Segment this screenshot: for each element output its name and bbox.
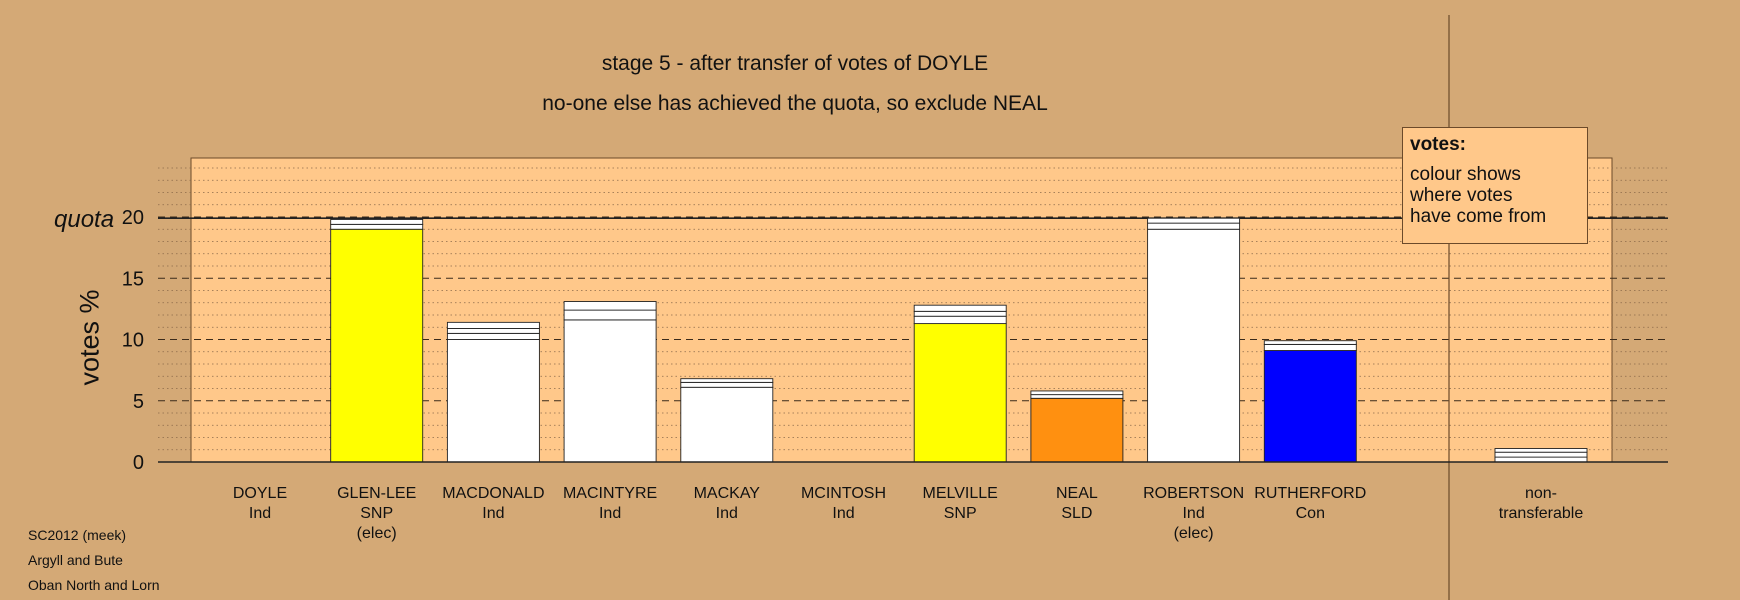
candidate-label-line: NEAL — [1055, 485, 1098, 502]
candidate-label-line: Con — [1295, 505, 1325, 522]
candidate-label-line: (elec) — [356, 525, 397, 542]
candidate-label: GLEN-LEE SNP (elec) — [317, 484, 437, 544]
candidate-label: MELVILLE SNP — [900, 484, 1020, 524]
legend-line: where votes — [1410, 185, 1513, 206]
footer-council: Argyll and Bute — [28, 552, 123, 568]
bar-segment — [330, 218, 424, 225]
chart-title: stage 5 - after transfer of votes of DOY… — [601, 52, 989, 75]
bar-segment — [563, 309, 657, 321]
y-tick-label: 15 — [122, 268, 144, 290]
bar-segment — [446, 332, 540, 340]
candidate-label-line: SNP — [360, 505, 394, 522]
candidate-label-line: SLD — [1061, 505, 1093, 522]
candidate-label-line: (elec) — [1173, 525, 1214, 542]
candidate-label-line: RUTHERFORD — [1254, 485, 1367, 502]
candidate-label-line: GLEN-LEE — [337, 485, 417, 502]
legend-box: votes: colour shows where votes have com… — [1402, 127, 1588, 244]
y-tick-label: 5 — [133, 391, 144, 413]
bar-segment — [680, 386, 774, 463]
bar-segment — [680, 381, 774, 388]
bar-segment — [1030, 397, 1124, 463]
candidate-label: ROBERTSON Ind (elec) — [1134, 484, 1254, 544]
candidate-label-line: SNP — [943, 505, 977, 522]
nontransferable-bar-segment — [1494, 448, 1588, 453]
candidate-label-line: Ind — [248, 505, 272, 522]
bar-segment — [446, 321, 540, 329]
quota-label: quota — [54, 206, 115, 233]
footer-method: SC2012 (meek) — [28, 527, 127, 543]
candidate-label-line: MACDONALD — [442, 485, 545, 502]
bar-segment — [446, 339, 540, 463]
candidate-label-line: non- — [1524, 485, 1558, 502]
bar-segment — [330, 223, 424, 230]
candidate-label-line: MCINTOSH — [800, 485, 887, 502]
candidate-label-line: Ind — [715, 505, 738, 522]
bar-segment — [1030, 394, 1124, 399]
candidate-label-line: transferable — [1498, 505, 1584, 522]
bar-segment — [913, 304, 1007, 312]
bar-segment — [913, 310, 1007, 317]
bar-segment — [913, 315, 1007, 325]
candidate-label: MACKAY Ind — [667, 484, 787, 524]
candidate-label-line: DOYLE — [232, 485, 288, 502]
y-tick-label: 10 — [122, 330, 144, 352]
bar-segment — [1263, 340, 1357, 345]
bar-segment — [563, 319, 657, 463]
candidate-label: DOYLE Ind — [200, 484, 320, 524]
bar-segment — [563, 301, 657, 311]
candidate-label: NEAL SLD — [1017, 484, 1137, 524]
legend-line: colour shows — [1410, 164, 1521, 185]
bar-segment — [1147, 222, 1241, 230]
candidate-label-line: Ind — [1182, 505, 1205, 522]
bar-segment — [1263, 350, 1357, 463]
bar-segment — [1147, 217, 1241, 224]
chart-subtitle: no-one else has achieved the quota, so e… — [542, 92, 1048, 115]
candidate-label-line: MELVILLE — [922, 485, 998, 502]
bar-segment — [330, 228, 424, 463]
candidate-label: MCINTOSH Ind — [784, 484, 904, 524]
candidate-label-line: Ind — [482, 505, 505, 522]
bar-segment — [680, 378, 774, 383]
footer-ward: Oban North and Lorn — [28, 577, 160, 593]
bar-segment — [1147, 228, 1241, 463]
y-axis-label: votes % — [74, 289, 105, 386]
bar-segment — [446, 328, 540, 334]
candidate-label: MACDONALD Ind — [433, 484, 553, 524]
nontransferable-bar-segment — [1494, 456, 1588, 463]
legend-line: have come from — [1410, 206, 1547, 227]
candidate-label-line: Ind — [832, 505, 855, 522]
bar-segment — [913, 323, 1007, 463]
candidate-label: MACINTYRE Ind — [550, 484, 670, 524]
candidate-label-line: Ind — [598, 505, 622, 522]
y-tick-label: 20 — [122, 207, 144, 229]
bar-segment — [1030, 390, 1124, 396]
candidate-label: RUTHERFORD Con — [1250, 484, 1370, 524]
bar-segment — [1263, 343, 1357, 351]
y-tick-label: 0 — [133, 452, 144, 474]
nontransferable-bar-segment — [1494, 451, 1588, 458]
legend-title: votes: — [1410, 134, 1466, 155]
nontransferable-label: non-transferable — [1481, 484, 1601, 524]
plot-panel — [190, 157, 1613, 463]
candidate-label-line: MACKAY — [693, 485, 760, 502]
candidate-label-line: ROBERTSON — [1143, 485, 1245, 502]
candidate-label-line: MACINTYRE — [562, 485, 658, 502]
